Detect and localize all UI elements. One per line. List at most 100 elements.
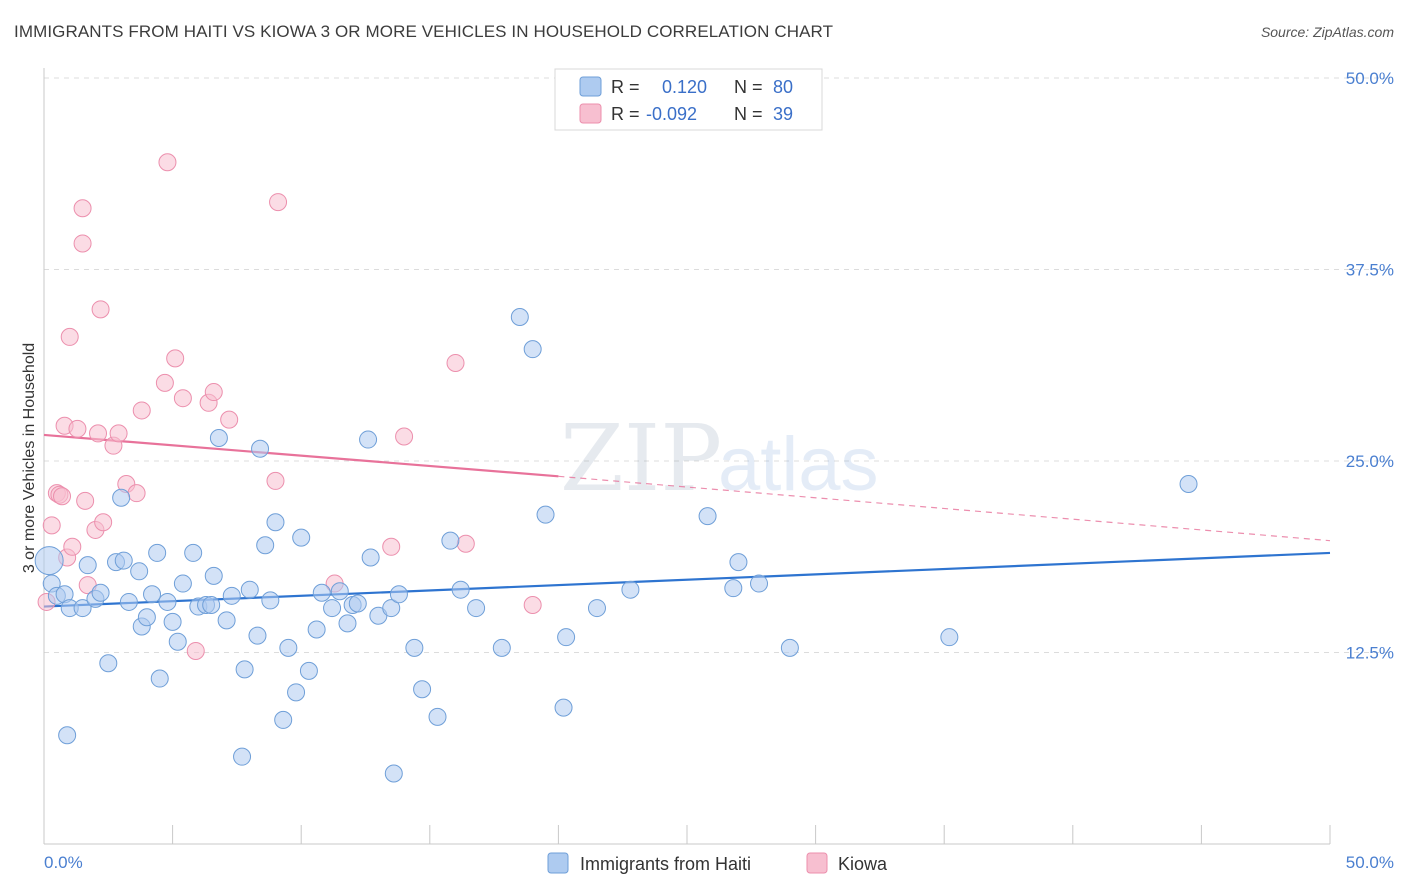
legend-r-value-1: 0.120 — [662, 77, 707, 97]
legend-r-value-2: -0.092 — [646, 104, 697, 124]
haiti-point-60 — [428, 707, 447, 726]
haiti-point-38 — [261, 591, 280, 610]
haiti-point-27 — [202, 596, 221, 615]
haiti-point-49 — [338, 614, 357, 633]
haiti-point-6 — [78, 556, 97, 575]
kiowa-point-12 — [76, 491, 95, 510]
legend-swatch-blue — [579, 76, 602, 97]
y-tick-label-2: 37.5% — [1346, 261, 1394, 280]
kiowa-point-32 — [269, 193, 288, 212]
haiti-point-77 — [940, 628, 959, 647]
kiowa-point-17 — [94, 513, 113, 532]
kiowa-point-16 — [91, 300, 110, 319]
kiowa-point-27 — [186, 641, 205, 660]
haiti-point-32 — [233, 747, 252, 766]
haiti-point-28 — [204, 566, 223, 585]
kiowa-point-38 — [523, 596, 542, 615]
kiowa-point-37 — [456, 534, 475, 553]
kiowa-point-10 — [73, 234, 92, 253]
watermark-atlas: atlas — [718, 422, 879, 507]
kiowa-point-22 — [132, 401, 151, 420]
haiti-point-11 — [112, 488, 131, 507]
haiti-point-29 — [209, 429, 228, 448]
kiowa-trend-line — [43, 433, 559, 478]
haiti-point-34 — [240, 580, 259, 599]
haiti-point-76 — [780, 638, 799, 657]
trend-lines — [43, 433, 1331, 608]
haiti-point-44 — [299, 661, 318, 680]
haiti-point-43 — [292, 528, 311, 547]
haiti-point-24 — [184, 543, 203, 562]
haiti-point-13 — [119, 592, 138, 611]
haiti-point-5 — [73, 599, 92, 618]
kiowa-point-34 — [382, 537, 401, 556]
kiowa-point-35 — [395, 427, 414, 446]
haiti-point-20 — [158, 592, 177, 611]
haiti-point-47 — [323, 599, 342, 618]
y-tick-label-1: 25.0% — [1346, 452, 1394, 471]
watermark: ZIP atlas — [560, 405, 879, 512]
watermark-zip: ZIP — [560, 405, 722, 512]
grid-lines — [44, 77, 1394, 653]
haiti-point-57 — [389, 585, 408, 604]
haiti-point-79 — [58, 726, 77, 745]
haiti-point-61 — [441, 531, 460, 550]
haiti-point-74 — [729, 553, 748, 572]
haiti-point-22 — [168, 632, 187, 651]
haiti-point-16 — [137, 608, 156, 627]
kiowa-point-36 — [446, 353, 465, 372]
haiti-point-46 — [312, 583, 331, 602]
kiowa-point-21 — [127, 484, 146, 503]
haiti-point-9 — [99, 654, 118, 673]
haiti-point-58 — [405, 638, 424, 657]
haiti-point-12 — [114, 551, 133, 570]
haiti-point-66 — [523, 340, 542, 359]
y-tick-label-3: 50.0% — [1346, 69, 1394, 88]
kiowa-point-31 — [266, 471, 285, 490]
legend-swatch-pink — [579, 103, 602, 124]
legend-n-label-2: N = — [734, 104, 763, 124]
series-legend: Immigrants from Haiti Kiowa — [547, 852, 888, 874]
data-points — [34, 153, 1198, 783]
haiti-point-40 — [274, 710, 293, 729]
kiowa-point-24 — [158, 153, 177, 172]
haiti-point-67 — [536, 505, 555, 524]
haiti-point-0 — [34, 546, 64, 576]
legend-r-label-1: R = — [611, 77, 640, 97]
source-credit: Source: ZipAtlas.com — [1260, 24, 1394, 40]
haiti-point-59 — [413, 680, 432, 699]
haiti-point-31 — [222, 586, 241, 605]
x-tick-label-1: 50.0% — [1346, 853, 1394, 872]
legend-r-label-2: R = — [611, 104, 640, 124]
legend-label-haiti: Immigrants from Haiti — [580, 854, 751, 874]
kiowa-point-15 — [89, 424, 108, 443]
haiti-point-65 — [510, 307, 529, 326]
haiti-point-71 — [621, 580, 640, 599]
haiti-point-53 — [361, 548, 380, 567]
haiti-point-64 — [492, 638, 511, 657]
legend-swatch-haiti — [547, 852, 569, 874]
haiti-point-62 — [451, 580, 470, 599]
legend-label-kiowa: Kiowa — [838, 854, 888, 874]
haiti-point-52 — [359, 430, 378, 449]
haiti-point-14 — [130, 562, 149, 581]
haiti-point-39 — [266, 513, 285, 532]
kiowa-point-8 — [63, 537, 82, 556]
haiti-point-55 — [382, 599, 401, 618]
y-axis-label: 3 or more Vehicles in Household — [21, 343, 38, 573]
haiti-point-72 — [698, 507, 717, 526]
haiti-point-75 — [750, 574, 769, 593]
haiti-point-19 — [150, 669, 169, 688]
haiti-point-36 — [251, 439, 270, 458]
haiti-point-17 — [143, 585, 162, 604]
x-tick-label-0: 0.0% — [44, 853, 83, 872]
kiowa-point-4 — [53, 487, 72, 506]
haiti-point-41 — [279, 638, 298, 657]
haiti-point-8 — [91, 583, 110, 602]
haiti-point-30 — [217, 611, 236, 630]
haiti-point-51 — [348, 594, 367, 613]
haiti-point-68 — [554, 698, 573, 717]
chart-title: IMMIGRANTS FROM HAITI VS KIOWA 3 OR MORE… — [14, 22, 834, 41]
kiowa-point-9 — [68, 419, 87, 438]
